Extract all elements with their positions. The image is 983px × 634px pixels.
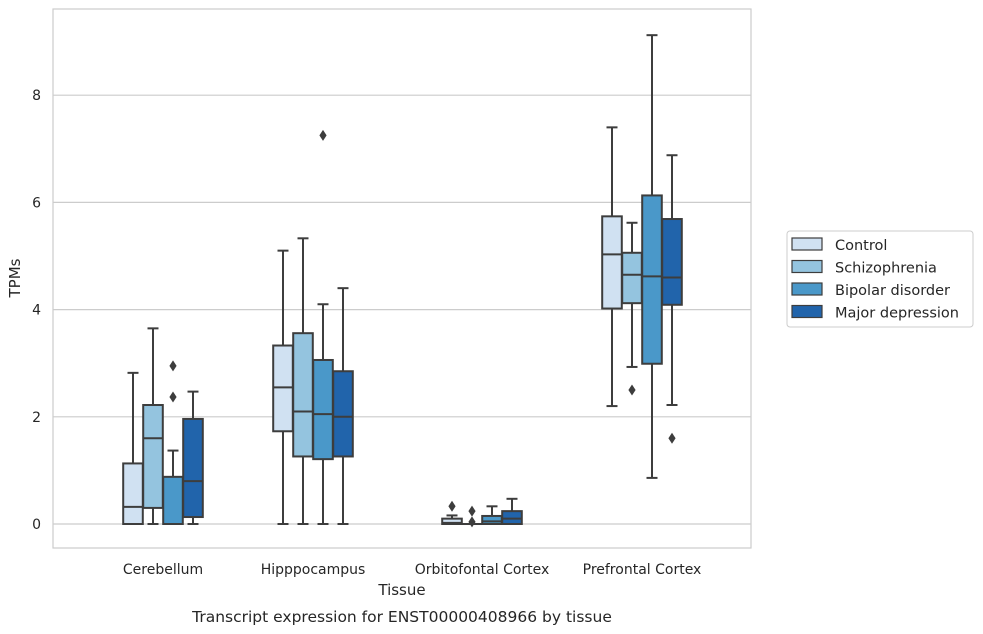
outlier-marker <box>319 129 327 141</box>
box-schizophrenia <box>142 327 164 525</box>
box-control <box>272 249 294 525</box>
gridlines <box>53 94 751 525</box>
iqr-box <box>142 404 164 509</box>
iqr-box <box>162 475 184 525</box>
y-axis-label: TPMs <box>6 258 24 298</box>
y-tick-label: 2 <box>32 410 41 426</box>
iqr-box <box>481 514 503 526</box>
box-control <box>601 126 623 408</box>
legend-label: Major depression <box>835 306 959 322</box>
iqr-box <box>441 517 463 526</box>
iqr-box <box>501 510 523 525</box>
outlier-marker <box>668 432 676 444</box>
iqr-box <box>182 417 204 519</box>
iqr-box <box>312 358 334 461</box>
iqr-box <box>292 332 314 458</box>
legend-label: Schizophrenia <box>835 261 937 277</box>
box-control <box>441 500 463 526</box>
outlier-marker <box>628 384 636 396</box>
x-tick-label: Orbitofontal Cortex <box>415 562 550 578</box>
y-tick-label: 4 <box>32 303 41 319</box>
chart-caption: Transcript expression for ENST0000040896… <box>191 608 612 626</box>
outlier-marker <box>448 500 456 512</box>
iqr-box <box>601 215 623 310</box>
legend: Control Schizophrenia Bipolar disorder Majo… <box>786 230 974 328</box>
y-axis-ticks: 0 2 4 6 8 <box>32 88 41 533</box>
legend-label: Bipolar disorder <box>835 283 950 299</box>
box-schizophrenia <box>292 237 314 525</box>
iqr-box <box>661 218 683 306</box>
y-tick-label: 6 <box>32 195 41 211</box>
box-major-depression <box>661 154 683 444</box>
legend-swatch <box>791 259 823 274</box>
box-major-depression <box>182 390 204 525</box>
x-tick-label: Cerebellum <box>123 562 203 578</box>
x-tick-label: Prefrontal Cortex <box>583 562 702 578</box>
box-bipolar-disorder <box>162 360 184 525</box>
iqr-box <box>621 251 643 305</box>
outlier-marker <box>468 505 476 517</box>
legend-swatch <box>791 282 823 296</box>
iqr-box <box>122 462 144 526</box>
box-bipolar-disorder <box>312 129 334 525</box>
legend-swatch <box>791 237 823 251</box>
legend-frame <box>786 230 974 328</box>
plot-frame <box>52 8 752 549</box>
iqr-box <box>641 194 663 365</box>
outlier-marker <box>169 360 177 372</box>
x-axis-label: Tissue <box>377 581 425 599</box>
box-control <box>122 371 144 526</box>
box-bipolar-disorder <box>481 505 503 526</box>
box-major-depression <box>332 287 354 525</box>
outlier-marker <box>169 391 177 403</box>
y-tick-label: 0 <box>32 517 41 533</box>
legend-label: Control <box>835 238 887 254</box>
y-tick-label: 8 <box>32 88 41 104</box>
legend-swatch <box>791 304 823 319</box>
box-bipolar-disorder <box>641 34 663 479</box>
outlier-marker <box>468 516 476 528</box>
x-tick-label: Hipppocampus <box>261 562 366 578</box>
iqr-box <box>272 344 294 433</box>
box-major-depression <box>501 497 523 525</box>
box-schizophrenia <box>461 505 483 528</box>
boxes <box>122 34 683 528</box>
iqr-box <box>332 370 354 458</box>
x-axis-ticks: Cerebellum Hipppocampus Orbitofontal Corte… <box>123 562 701 578</box>
